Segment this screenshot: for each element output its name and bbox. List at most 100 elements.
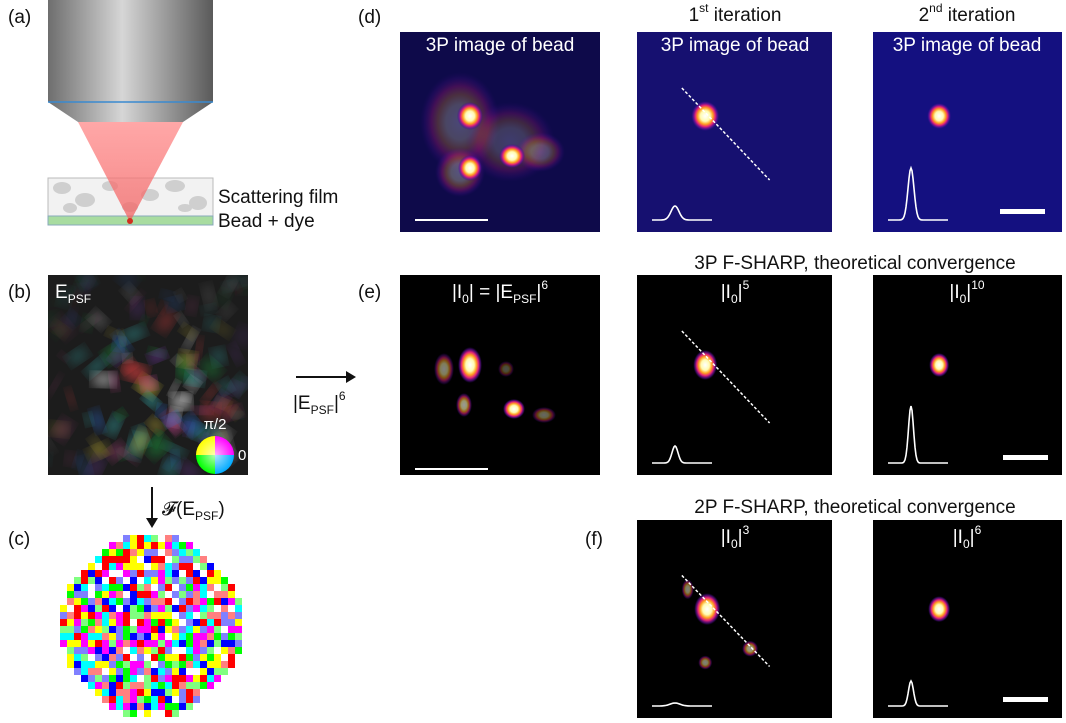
pupil-pixel	[186, 612, 193, 619]
pupil-pixel	[165, 619, 172, 626]
pupil-pixel	[221, 654, 228, 661]
pupil-pixel	[116, 612, 123, 619]
figure: (a) (b) (c) (d) (e) (f) Scattering film …	[0, 0, 1066, 723]
text-part: 5	[743, 278, 750, 292]
pupil-pixel	[158, 682, 165, 689]
pupil-pixel	[144, 682, 151, 689]
pupil-pixel	[123, 549, 130, 556]
text-part: 3	[743, 523, 750, 537]
pupil-pixel	[186, 598, 193, 605]
pupil-pixel	[172, 605, 179, 612]
pupil-pixel	[151, 605, 158, 612]
pupil-pixel	[151, 626, 158, 633]
pupil-pixel	[193, 619, 200, 626]
panel-label: (e)	[358, 282, 381, 303]
text-part: PSF	[68, 292, 91, 306]
pupil-pixel	[137, 535, 144, 542]
pupil-pixel	[186, 647, 193, 654]
pupil-pixel	[221, 612, 228, 619]
pupil-pixel	[130, 605, 137, 612]
intensity-spot	[434, 353, 454, 385]
text-part: iteration	[943, 5, 1016, 26]
pupil-pixel	[123, 654, 130, 661]
pupil-pixel	[186, 577, 193, 584]
pupil-pixel	[74, 619, 81, 626]
pupil-pixel	[172, 654, 179, 661]
pupil-pixel	[81, 591, 88, 598]
pupil-pixel	[207, 577, 214, 584]
pupil-pixel	[88, 591, 95, 598]
pupil-pixel	[109, 654, 116, 661]
pupil-pixel	[137, 633, 144, 640]
pupil-pixel	[81, 605, 88, 612]
pupil-pixel	[165, 661, 172, 668]
phase-label: 0	[238, 447, 246, 464]
pupil-pixel	[88, 633, 95, 640]
pupil-pixel	[102, 654, 109, 661]
text-part: 2	[919, 5, 930, 26]
pupil-pixel	[109, 542, 116, 549]
text-part: E	[55, 282, 68, 303]
text-part: 6	[975, 523, 982, 537]
pupil-pixel	[214, 570, 221, 577]
pupil-pixel	[193, 696, 200, 703]
intensity-spot	[927, 103, 951, 129]
phase-label: π/2	[204, 416, 227, 433]
row-heading: 3P F-SHARP, theoretical convergence	[694, 253, 1015, 274]
pupil-pixel	[123, 626, 130, 633]
pupil-pixel	[88, 675, 95, 682]
pupil-pixel	[88, 668, 95, 675]
pupil-pixel	[74, 612, 81, 619]
pupil-pixel	[179, 619, 186, 626]
pupil-pixel	[102, 563, 109, 570]
pupil-pixel	[116, 584, 123, 591]
pupil-pixel	[165, 612, 172, 619]
pupil-pixel	[60, 619, 67, 626]
pupil-pixel	[137, 577, 144, 584]
transform-label: 𝓕(EPSF)	[162, 499, 225, 523]
pupil-pixel	[95, 647, 102, 654]
pupil-pixel	[200, 577, 207, 584]
pupil-pixel	[116, 668, 123, 675]
pupil-pixel	[95, 626, 102, 633]
pupil-pixel	[165, 654, 172, 661]
column-heading: 2nd iteration	[919, 1, 1016, 26]
pupil-pixel	[67, 647, 74, 654]
pupil-pixel	[158, 584, 165, 591]
pupil-pixel	[95, 556, 102, 563]
pupil-pixel	[151, 668, 158, 675]
pupil-pixel	[67, 591, 74, 598]
pupil-pixel	[172, 626, 179, 633]
pupil-pixel	[165, 640, 172, 647]
pupil-pixel	[172, 696, 179, 703]
pupil-pixel	[137, 710, 144, 717]
scale-bar	[415, 468, 488, 470]
pupil-pixel	[172, 640, 179, 647]
pupil-pixel	[151, 647, 158, 654]
pupil-pixel	[137, 556, 144, 563]
pupil-pixel	[172, 689, 179, 696]
pupil-pixel	[235, 647, 242, 654]
pupil-pixel	[214, 668, 221, 675]
pupil-pixel	[158, 689, 165, 696]
pupil-pixel	[130, 612, 137, 619]
bead-image	[637, 32, 832, 232]
intensity-spot	[682, 579, 694, 599]
pupil-pixel	[207, 654, 214, 661]
pupil-pixel	[102, 605, 109, 612]
pupil-pixel	[200, 598, 207, 605]
pupil-pixel	[123, 647, 130, 654]
pupil-pixel	[116, 605, 123, 612]
pupil-pixel	[172, 542, 179, 549]
pupil-pixel	[158, 556, 165, 563]
pupil-pixel	[158, 633, 165, 640]
pupil-pixel	[158, 675, 165, 682]
pupil-pixel	[165, 556, 172, 563]
pupil-pixel	[158, 626, 165, 633]
pupil-pixel	[207, 598, 214, 605]
pupil-pixel	[109, 647, 116, 654]
pupil-pixel	[200, 591, 207, 598]
pupil-pixel	[179, 689, 186, 696]
pupil-pixel	[151, 612, 158, 619]
pupil-pixel	[137, 675, 144, 682]
